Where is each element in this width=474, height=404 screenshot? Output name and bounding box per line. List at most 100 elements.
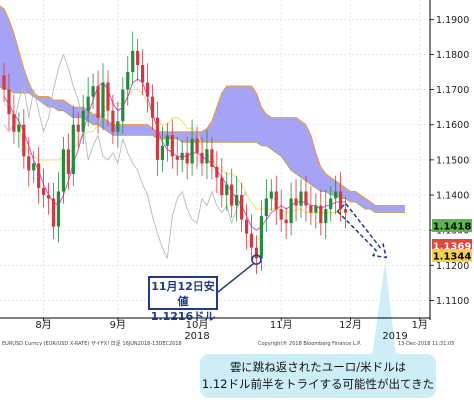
candle-body — [254, 247, 259, 259]
candle-body — [299, 191, 303, 206]
candle-body — [101, 82, 105, 118]
candle-body — [126, 72, 130, 90]
y-tick-label: 1.1800 — [436, 50, 469, 61]
candle-body — [136, 50, 140, 66]
x-tick-label: 11月 — [270, 319, 293, 331]
candle-body — [141, 65, 145, 83]
footer-copyright: Copyright® 2018 Bloomberg Finance L.P. — [258, 340, 361, 347]
candle-body — [145, 82, 150, 97]
candle-body — [91, 86, 95, 97]
candle-body — [309, 205, 313, 213]
price-tag-bg — [432, 219, 472, 232]
candle-body — [7, 89, 11, 115]
candle-body — [76, 124, 80, 132]
candle-body — [170, 135, 174, 157]
callout-date: 11月12日安値 — [151, 280, 215, 308]
candle-body — [249, 233, 254, 248]
year-label-2018: 2018 — [184, 331, 209, 342]
candle-body — [200, 152, 204, 164]
candle-body — [22, 124, 26, 157]
price-tag-label: 1.1369 — [433, 242, 472, 253]
y-tick-label: 1.1100 — [436, 296, 469, 307]
candle-body — [51, 198, 56, 227]
candle-body — [230, 184, 234, 206]
candle-body — [240, 195, 244, 220]
callout-price: 1.1216ドル — [150, 310, 216, 323]
candle-body — [274, 191, 278, 210]
candle-body — [2, 75, 6, 90]
price-tag-label: 1.1418 — [433, 222, 472, 233]
candle-body — [324, 209, 328, 224]
y-tick-label: 1.1700 — [436, 85, 469, 96]
candle-body — [259, 216, 263, 259]
y-tick-label: 1.1500 — [436, 155, 469, 166]
price-tag: 1.1344 — [432, 249, 472, 263]
footer-date: 13-Dec-2018 11:31:05 — [398, 341, 454, 347]
candle-body — [190, 138, 194, 164]
low-callout: 11月12日安値 1.1216ドル — [148, 276, 218, 323]
candle-body — [37, 163, 41, 188]
candle-body — [17, 124, 21, 132]
candle-body — [329, 198, 333, 210]
kijun-sen-line — [3, 89, 346, 214]
candle-body — [304, 191, 308, 206]
candle-body — [121, 89, 125, 122]
chikou-span-line — [3, 54, 247, 259]
candle-body — [61, 149, 65, 192]
price-tag-bg — [432, 249, 472, 262]
indicator-lines — [3, 54, 346, 259]
grid — [0, 0, 430, 318]
candle-body — [96, 86, 100, 118]
candle-body — [339, 191, 343, 210]
candle-body — [66, 149, 70, 174]
price-tag: 1.1418 — [432, 219, 472, 233]
candle-body — [155, 117, 160, 160]
y-tick-label: 1.1400 — [436, 191, 469, 202]
candle-body — [235, 195, 239, 206]
y-tick-label: 1.1600 — [436, 120, 469, 131]
plot-background — [0, 0, 430, 320]
x-tick-label: 9月 — [110, 319, 126, 331]
candle-body — [294, 198, 298, 206]
candle-body — [116, 121, 120, 132]
candle-body — [27, 156, 31, 171]
candle-body — [195, 138, 199, 153]
footer-source: EURUSD Curncy (EUR/USD X-RATE) ザイFX! 日足 … — [2, 341, 182, 347]
candle-body — [264, 198, 268, 217]
candle-body — [314, 205, 318, 213]
candle-body — [150, 96, 155, 118]
cloud-fill — [0, 6, 405, 213]
price-tag-bg — [432, 239, 472, 252]
candle-body — [210, 149, 214, 167]
chart-footer: EURUSD Curncy (EUR/USD X-RATE) ザイFX! 日足 … — [2, 340, 454, 347]
note-box: 雲に跳ね返されたユーロ/米ドルは 1.12ドル前半をトライする可能性が出てきた — [200, 354, 436, 398]
candle-body — [319, 205, 323, 224]
candle-body — [334, 191, 338, 199]
candle-body — [81, 110, 85, 132]
candle-body — [269, 191, 273, 199]
low-marker-circle — [251, 254, 262, 265]
x-axis: 8月 9月 10月 11月 12月 1月 2018 2019 — [0, 317, 430, 342]
candle-body — [284, 219, 288, 224]
x-tick-label: 8月 — [35, 319, 51, 331]
overlays — [217, 202, 396, 356]
x-tick-label: 10月 — [186, 319, 209, 331]
y-tick-label: 1.1900 — [436, 15, 469, 26]
candle-body — [343, 209, 348, 213]
tenkan-sen-line — [3, 78, 346, 231]
candle-body — [131, 50, 135, 73]
candle-body — [111, 110, 115, 132]
candle-body — [220, 177, 224, 196]
candle-body — [106, 82, 110, 111]
price-tag: 1.1369 — [432, 239, 472, 253]
candle-body — [12, 114, 16, 132]
candle-body — [205, 149, 209, 164]
candle-body — [244, 219, 249, 234]
candle-body — [185, 152, 189, 164]
candle-body — [225, 184, 229, 196]
y-axis: 1.1900 1.1800 1.1700 1.1600 1.1500 1.1400 1.13… — [429, 0, 469, 320]
note-pointer — [372, 262, 396, 356]
